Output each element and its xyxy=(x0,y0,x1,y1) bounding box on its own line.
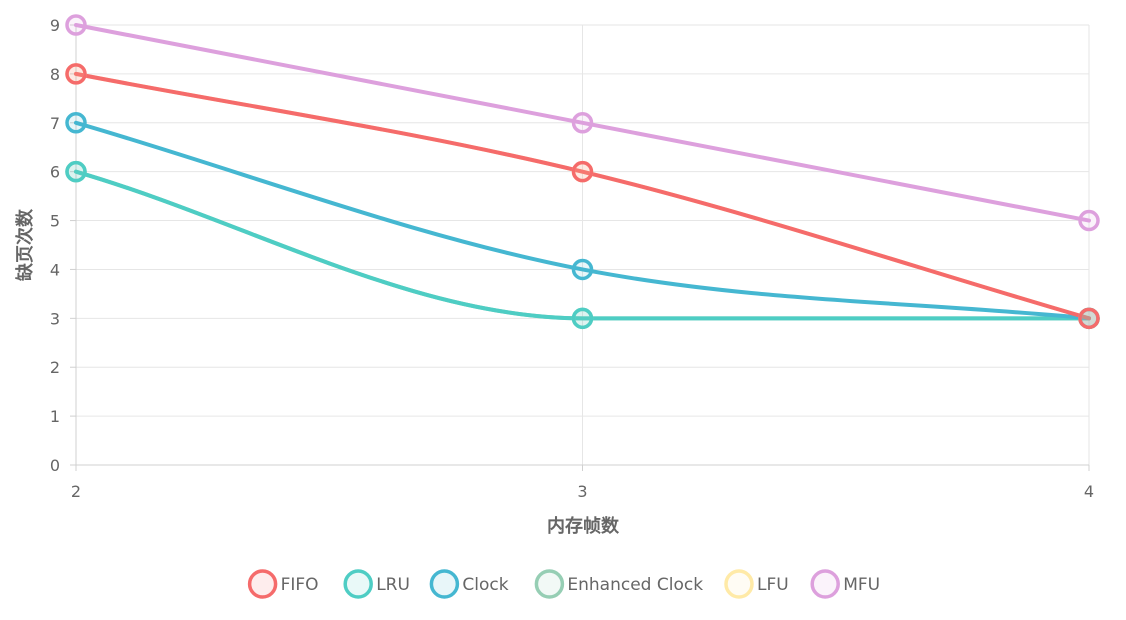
legend-label-lru: LRU xyxy=(376,575,410,595)
legend-label-clock: Clock xyxy=(462,575,508,595)
legend-item-lfu: LFU xyxy=(724,569,789,599)
legend-item-lru: LRU xyxy=(343,569,410,599)
legend-label-fifo: FIFO xyxy=(281,575,319,595)
y-tick-label: 0 xyxy=(50,456,60,475)
data-point-fifo xyxy=(1078,307,1100,330)
data-point-clock xyxy=(65,112,87,134)
data-point-mfu xyxy=(1078,209,1100,232)
y-tick-label: 5 xyxy=(50,212,60,231)
data-point-mfu xyxy=(571,112,594,134)
y-tick-label: 9 xyxy=(50,16,60,35)
legend-item-fifo: FIFO xyxy=(247,569,319,599)
legend-label-enhanced-clock: Enhanced Clock xyxy=(567,575,703,595)
legend-marker-enhanced-clock xyxy=(534,569,565,599)
legend-marker-lru xyxy=(343,569,373,599)
legend-marker-mfu xyxy=(810,569,840,599)
grid-lines xyxy=(76,24,1090,465)
y-axis-title: 缺页次数 xyxy=(14,208,36,282)
series-lines xyxy=(74,23,1091,321)
x-axis-title: 内存帧数 xyxy=(547,515,620,537)
x-tick-label: 3 xyxy=(577,482,587,501)
y-tick-label: 2 xyxy=(50,358,60,377)
axes: 0 1 2 3 4 5 6 7 8 9 2 3 4 xyxy=(50,16,1094,501)
y-tick-label: 3 xyxy=(50,309,60,328)
data-point-fifo xyxy=(571,160,594,183)
data-point-mfu xyxy=(65,14,87,36)
data-point-fifo xyxy=(65,63,87,85)
y-tick-label: 1 xyxy=(50,407,60,426)
legend-item-mfu: MFU xyxy=(810,569,880,599)
y-tick-label: 8 xyxy=(50,65,60,84)
series-line-mfu xyxy=(74,23,1091,223)
legend-marker-lfu xyxy=(724,569,754,599)
data-points xyxy=(65,14,1100,330)
legend-label-lfu: LFU xyxy=(757,575,789,595)
legend-marker-fifo xyxy=(247,569,278,599)
y-tick-label: 4 xyxy=(50,260,60,279)
legend: FIFO LRU Clock Enhanced Clock LFU MFU xyxy=(247,569,880,599)
x-tick-label: 2 xyxy=(71,482,81,501)
y-tick-label: 6 xyxy=(50,163,60,182)
data-point-lru xyxy=(571,307,594,330)
legend-marker-clock xyxy=(429,569,460,599)
series-line-clock xyxy=(74,120,1091,321)
data-point-clock xyxy=(571,258,594,281)
legend-label-mfu: MFU xyxy=(843,575,880,595)
legend-item-enhanced-clock: Enhanced Clock xyxy=(534,569,703,599)
series-line-fifo xyxy=(74,71,1091,321)
legend-item-clock: Clock xyxy=(429,569,509,599)
series-line-lru xyxy=(74,169,1091,321)
y-tick-label: 7 xyxy=(50,114,60,133)
x-tick-label: 4 xyxy=(1084,482,1094,501)
data-point-lru xyxy=(65,160,87,183)
